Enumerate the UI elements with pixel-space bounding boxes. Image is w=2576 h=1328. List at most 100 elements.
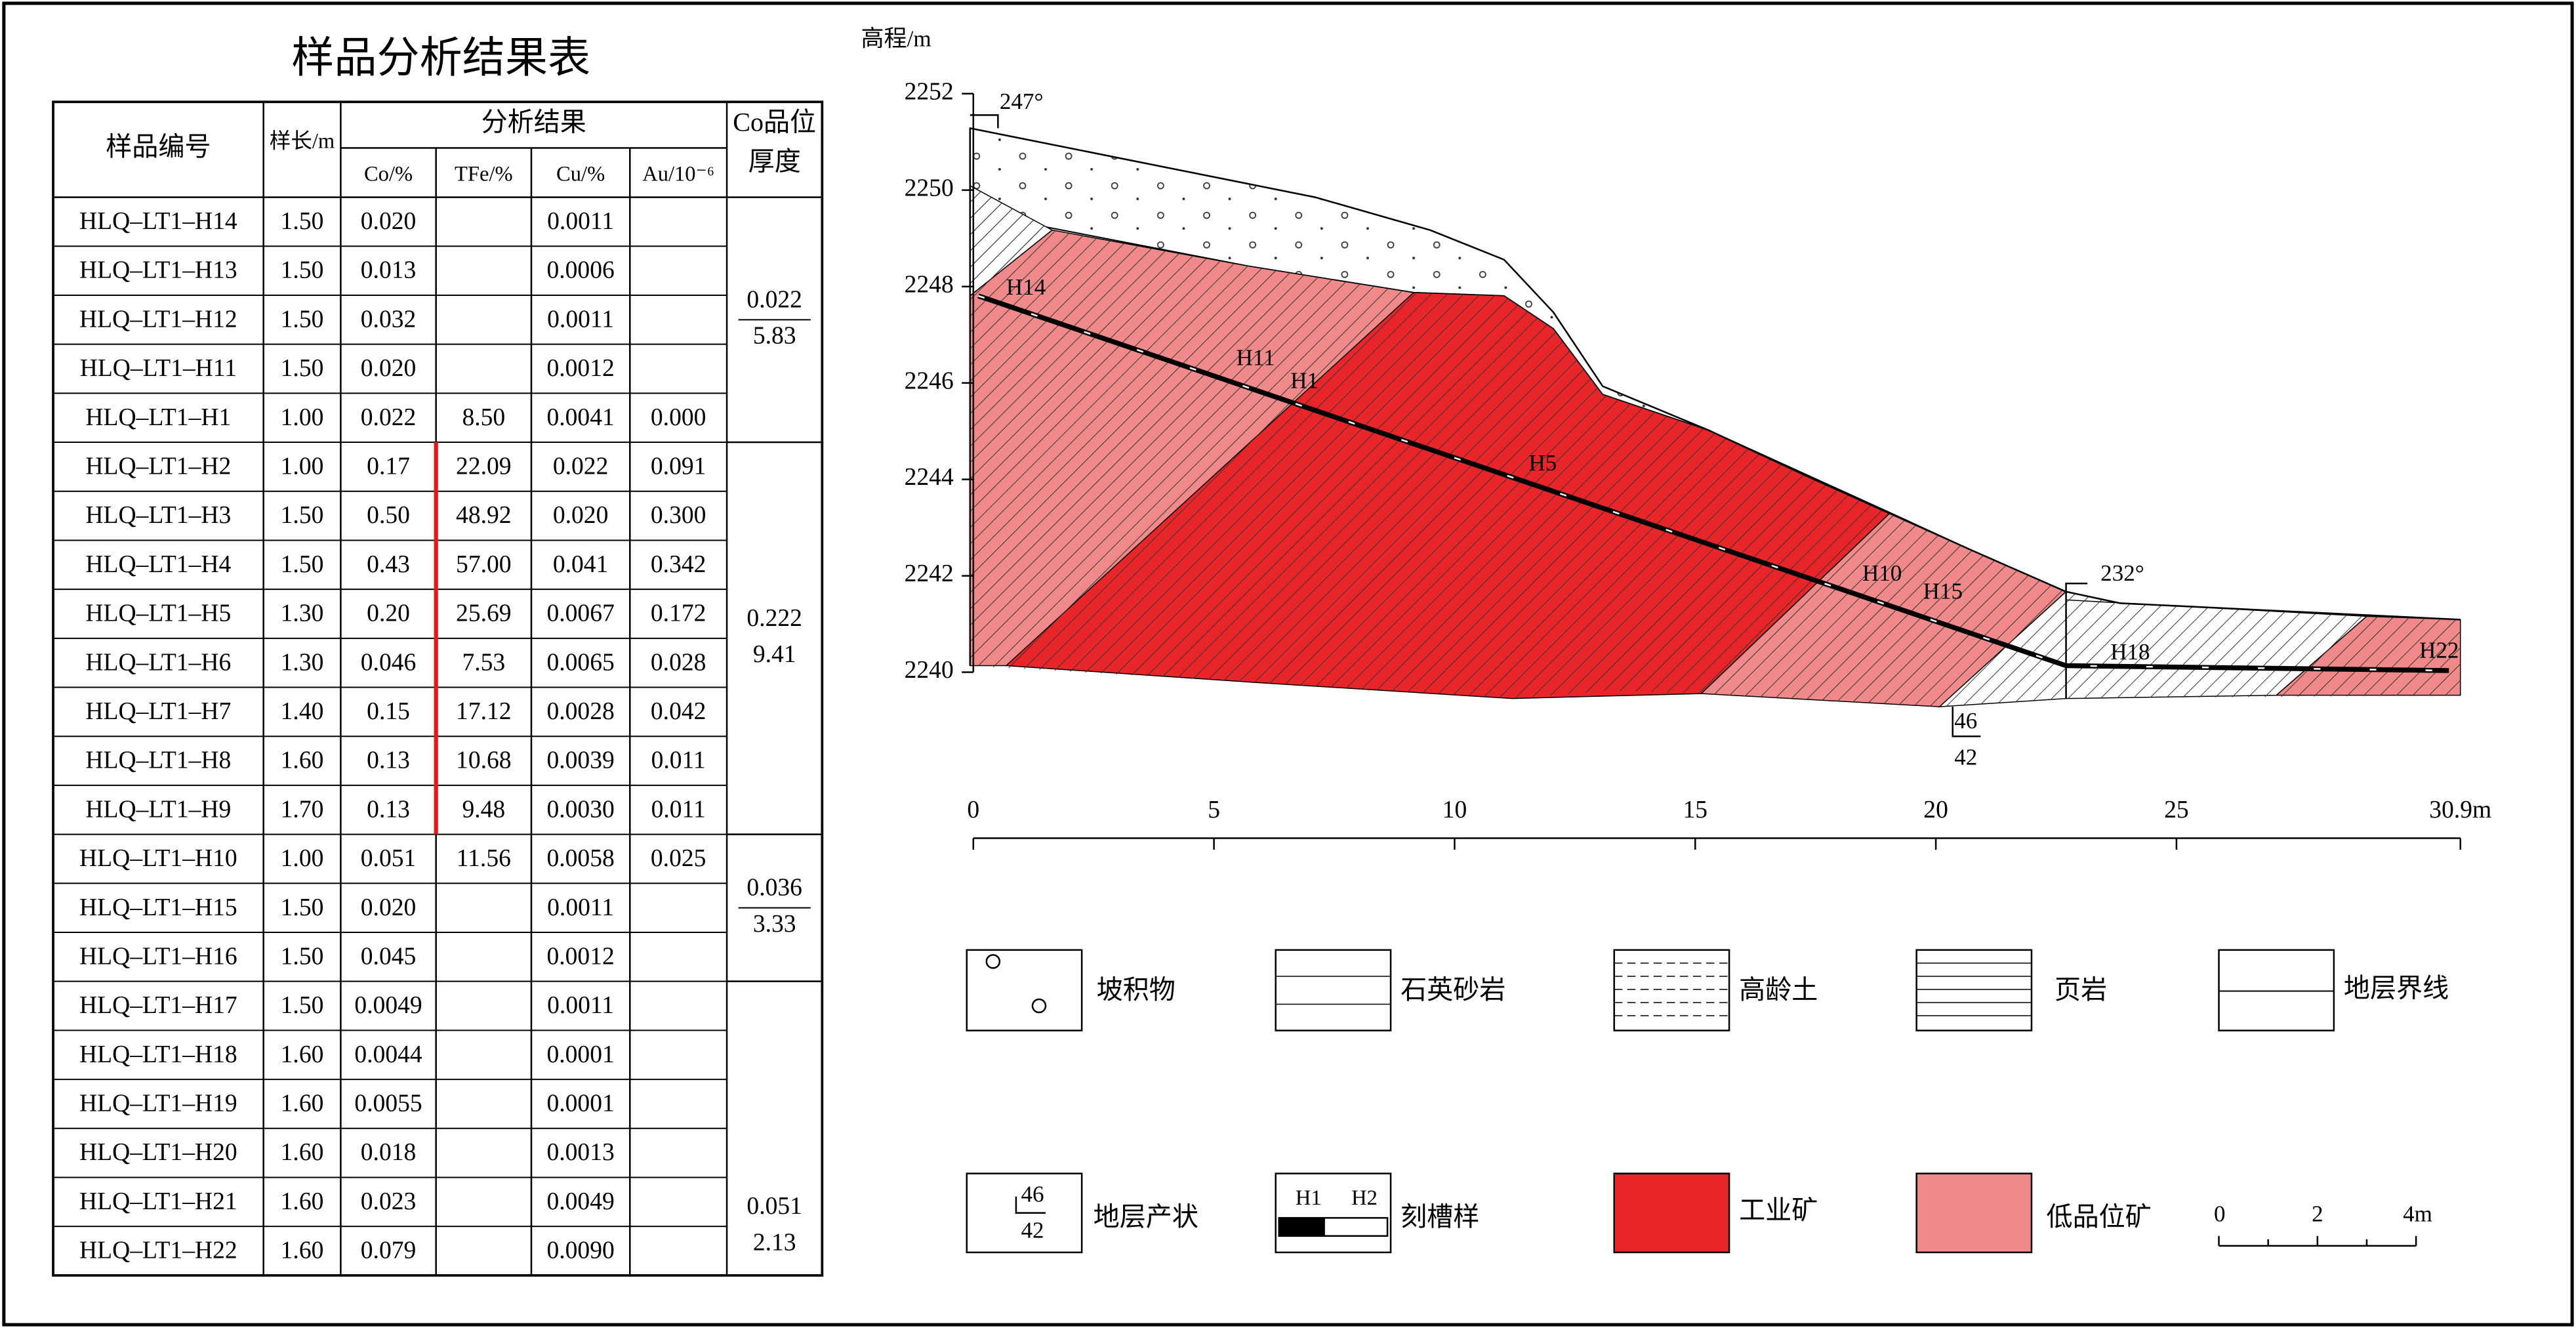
cell: 0.300 (651, 502, 706, 529)
cell: 0.0011 (547, 208, 614, 235)
cell: 0.0030 (546, 796, 614, 823)
cell: 0.0041 (546, 404, 614, 431)
attitude-mark (970, 114, 2088, 699)
scale-bar (2218, 1235, 2417, 1247)
cell: 0.0028 (546, 698, 614, 725)
sample-label: H11 (1237, 345, 1275, 371)
cross-section (969, 114, 2461, 737)
cell: 0.028 (651, 649, 706, 676)
x-tick-label: 30.9m (2429, 797, 2491, 823)
dip: 46 (1954, 708, 1977, 734)
cell: 0.046 (361, 649, 417, 676)
sample-id: HLQ–LT1–H17 (79, 992, 237, 1019)
cell: 0.042 (651, 698, 706, 725)
x-tick-label: 0 (967, 797, 979, 823)
cell: 10.68 (456, 747, 512, 774)
cell: 0.000 (651, 404, 706, 431)
legend-symbol: 46 (1021, 1182, 1044, 1207)
thickness: 5.83 (753, 323, 796, 350)
sample-label: H15 (1923, 578, 1963, 604)
x-tick-label: 5 (1208, 797, 1220, 823)
cell: 0.023 (361, 1188, 417, 1215)
cell: 0.020 (361, 208, 417, 235)
sample-id: HLQ–LT1–H20 (79, 1139, 237, 1166)
cell: 9.48 (462, 796, 505, 823)
cell: 25.69 (456, 600, 512, 627)
cell: 57.00 (456, 551, 512, 578)
cell: 1.60 (281, 747, 324, 774)
cell: 1.00 (281, 404, 324, 431)
cell: 1.50 (281, 943, 324, 970)
sample-id: HLQ–LT1–H5 (85, 600, 231, 627)
grade: 0.022 (746, 286, 802, 313)
sample-id: HLQ–LT1–H1 (85, 404, 231, 431)
legend-box (1915, 1172, 2033, 1254)
sample-label: H5 (1528, 450, 1557, 476)
grade: 0.222 (746, 605, 802, 632)
cell: 7.53 (462, 649, 505, 676)
sample-id: HLQ–LT1–H18 (79, 1041, 237, 1068)
sample-label: H14 (1006, 274, 1046, 300)
symbol (1278, 1218, 1325, 1236)
cell: 0.13 (367, 796, 410, 823)
symbol (1031, 998, 1047, 1014)
cell: 0.020 (553, 502, 609, 529)
cell: 1.70 (281, 796, 324, 823)
cell: 0.13 (367, 747, 410, 774)
legend-label: 低品位矿 (2047, 1202, 2152, 1232)
header: 厚度 (748, 147, 801, 176)
cell: 0.0065 (546, 649, 614, 676)
thickness: 9.41 (753, 641, 796, 668)
header: 样品编号 (106, 132, 211, 161)
legend-label: 地层界线 (2344, 974, 2449, 1003)
cell: 0.022 (361, 404, 417, 431)
cell: 0.0058 (546, 845, 614, 872)
dip-mark (1952, 707, 1981, 737)
symbol (1916, 963, 2032, 1016)
cell: 0.025 (651, 845, 706, 872)
cell: 1.60 (281, 1090, 324, 1117)
legend-symbol: 42 (1021, 1218, 1044, 1243)
cell: 1.60 (281, 1139, 324, 1166)
symbol (985, 954, 1001, 969)
header: Co/% (364, 162, 413, 186)
grade: 0.036 (746, 875, 802, 902)
cell: 11.56 (457, 845, 511, 872)
cell: 0.013 (361, 257, 417, 284)
cell: 0.011 (651, 747, 706, 774)
cell: 0.079 (361, 1237, 417, 1264)
sample-id: HLQ–LT1–H8 (85, 747, 231, 774)
sample-id: HLQ–LT1–H13 (79, 257, 237, 284)
sample-label: H22 (2419, 638, 2459, 663)
legend-box (2218, 949, 2335, 1031)
cell: 8.50 (462, 404, 505, 431)
legend-symbol: H2 (1351, 1186, 1378, 1210)
cell: 1.50 (281, 257, 324, 284)
symbol (1015, 1196, 1046, 1214)
x-tick-label: 25 (2164, 797, 2189, 823)
attitude: 232° (2100, 560, 2144, 586)
cell: 1.50 (281, 551, 324, 578)
cell: 1.30 (281, 649, 324, 676)
cell: 0.011 (651, 796, 706, 823)
legend-label: 地层产状 (1094, 1202, 1198, 1232)
x-tick-label: 10 (1442, 797, 1467, 823)
header: TFe/% (455, 162, 513, 186)
scale-label: 0 (2214, 1201, 2226, 1227)
sample-id: HLQ–LT1–H3 (85, 502, 231, 529)
legend-box (966, 949, 1083, 1031)
legend-box (1915, 949, 2033, 1031)
cell: 0.0011 (547, 992, 614, 1019)
cell: 0.0001 (546, 1041, 614, 1068)
y-tick-label: 2244 (905, 464, 954, 491)
sample-id: HLQ–LT1–H10 (79, 845, 237, 872)
sample-id: HLQ–LT1–H12 (79, 306, 237, 333)
y-tick-label: 2240 (905, 657, 954, 684)
cell: 22.09 (456, 453, 512, 480)
legend-box (1275, 949, 1392, 1031)
sample-label: H10 (1862, 560, 1902, 586)
cell: 1.50 (281, 306, 324, 333)
attitude: 247° (1000, 89, 1044, 114)
cell: 0.045 (361, 943, 417, 970)
cell: 0.0049 (546, 1188, 614, 1215)
